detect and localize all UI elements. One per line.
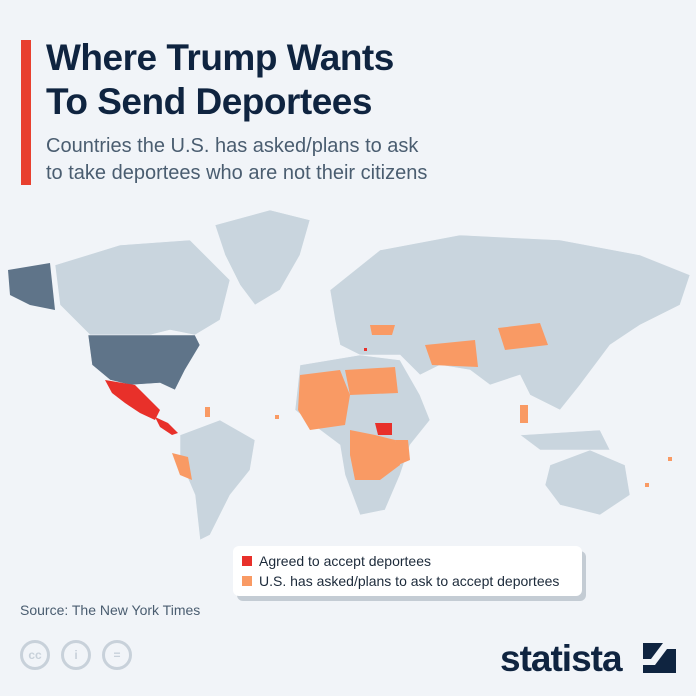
kosovo [364,348,367,351]
legend: Agreed to accept deportees U.S. has aske… [233,546,582,596]
ukraine [370,325,395,335]
no-derivatives-icon[interactable]: = [102,640,132,670]
central-asia-asked [425,340,478,367]
legend-label: Agreed to accept deportees [259,553,432,569]
west-africa-asked [298,370,350,430]
indonesia [519,429,611,451]
legend-label: U.S. has asked/plans to ask to accept de… [259,573,560,589]
subtitle-line-1: Countries the U.S. has asked/plans to as… [46,135,419,157]
mexico [105,380,160,420]
attribution-icon[interactable]: i [61,640,91,670]
legend-item-agreed: Agreed to accept deportees [242,551,582,571]
central-america [155,417,178,435]
legend-swatch-agreed [242,556,252,566]
legend-swatch-asked [242,576,252,586]
east-africa-asked [395,440,410,465]
world-map [8,209,691,541]
south-sudan [375,423,392,435]
eurasia [329,234,691,411]
north-africa-asked [345,367,398,395]
pacific-asked-1 [668,457,672,461]
statista-logo[interactable]: statista [500,638,623,679]
greenland [214,209,311,306]
central-africa-asked [350,430,400,480]
south-america [179,419,256,541]
source-note: Source: The New York Times [20,602,201,618]
subtitle: Countries the U.S. has asked/plans to as… [46,133,427,187]
cabo-verde [275,415,279,419]
statista-logo-mark-icon [643,643,676,673]
mongolia [498,323,548,350]
alaska [8,263,55,310]
australia [544,449,631,516]
united-states [87,334,201,391]
title-line-2: To Send Deportees [46,81,372,122]
page-title: Where Trump Wants To Send Deportees [46,36,394,124]
vietnam-area [520,405,528,423]
title-line-1: Where Trump Wants [46,37,394,78]
peru [172,453,192,480]
canada [54,239,231,336]
pacific-asked-2 [645,483,649,487]
accent-bar [21,40,31,185]
cc-icon[interactable]: cc [20,640,50,670]
subtitle-line-2: to take deportees who are not their citi… [46,162,428,184]
legend-item-asked: U.S. has asked/plans to ask to accept de… [242,571,582,591]
caribbean-asked [205,407,210,417]
